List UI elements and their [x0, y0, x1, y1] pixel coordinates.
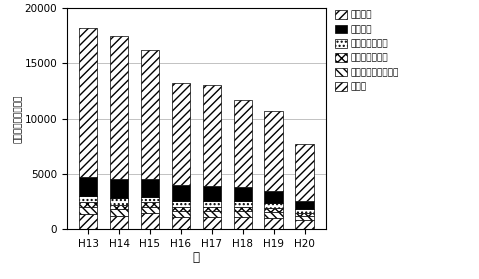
Bar [141, 197, 159, 202]
Bar [110, 216, 128, 229]
Bar [171, 83, 190, 185]
Bar [110, 209, 128, 216]
Bar [141, 207, 159, 213]
Bar [264, 208, 283, 212]
Bar [264, 191, 283, 203]
Bar [264, 212, 283, 218]
Bar [79, 28, 97, 177]
Bar [79, 207, 97, 215]
Bar [171, 217, 190, 229]
Bar [79, 177, 97, 196]
Bar [234, 100, 252, 187]
Bar [203, 85, 221, 186]
Bar [234, 201, 252, 207]
Bar [171, 207, 190, 211]
Bar [110, 36, 128, 179]
Bar [171, 185, 190, 201]
Bar [203, 201, 221, 207]
Bar [141, 179, 159, 197]
Bar [171, 211, 190, 217]
Bar [203, 207, 221, 211]
Bar [264, 203, 283, 208]
Bar [141, 202, 159, 207]
Bar [234, 207, 252, 211]
X-axis label: 年: 年 [193, 251, 200, 264]
Bar [234, 217, 252, 229]
Y-axis label: 排出量（トン／年）: 排出量（トン／年） [14, 94, 23, 143]
Bar [234, 211, 252, 217]
Bar [296, 216, 314, 220]
Legend: トルエン, キシレン, ジクロロメタン, エチルベンゼン, トリクロロエチレン, その他: トルエン, キシレン, ジクロロメタン, エチルベンゼン, トリクロロエチレン,… [333, 8, 401, 93]
Bar [79, 202, 97, 207]
Bar [171, 201, 190, 207]
Bar [203, 211, 221, 217]
Bar [79, 215, 97, 229]
Bar [203, 186, 221, 201]
Bar [141, 50, 159, 179]
Bar [234, 187, 252, 201]
Bar [110, 198, 128, 205]
Bar [203, 217, 221, 229]
Bar [264, 111, 283, 191]
Bar [296, 213, 314, 216]
Bar [79, 196, 97, 202]
Bar [264, 218, 283, 229]
Bar [296, 209, 314, 213]
Bar [110, 205, 128, 209]
Bar [141, 213, 159, 229]
Bar [296, 144, 314, 201]
Bar [110, 179, 128, 198]
Bar [296, 201, 314, 209]
Bar [296, 220, 314, 229]
